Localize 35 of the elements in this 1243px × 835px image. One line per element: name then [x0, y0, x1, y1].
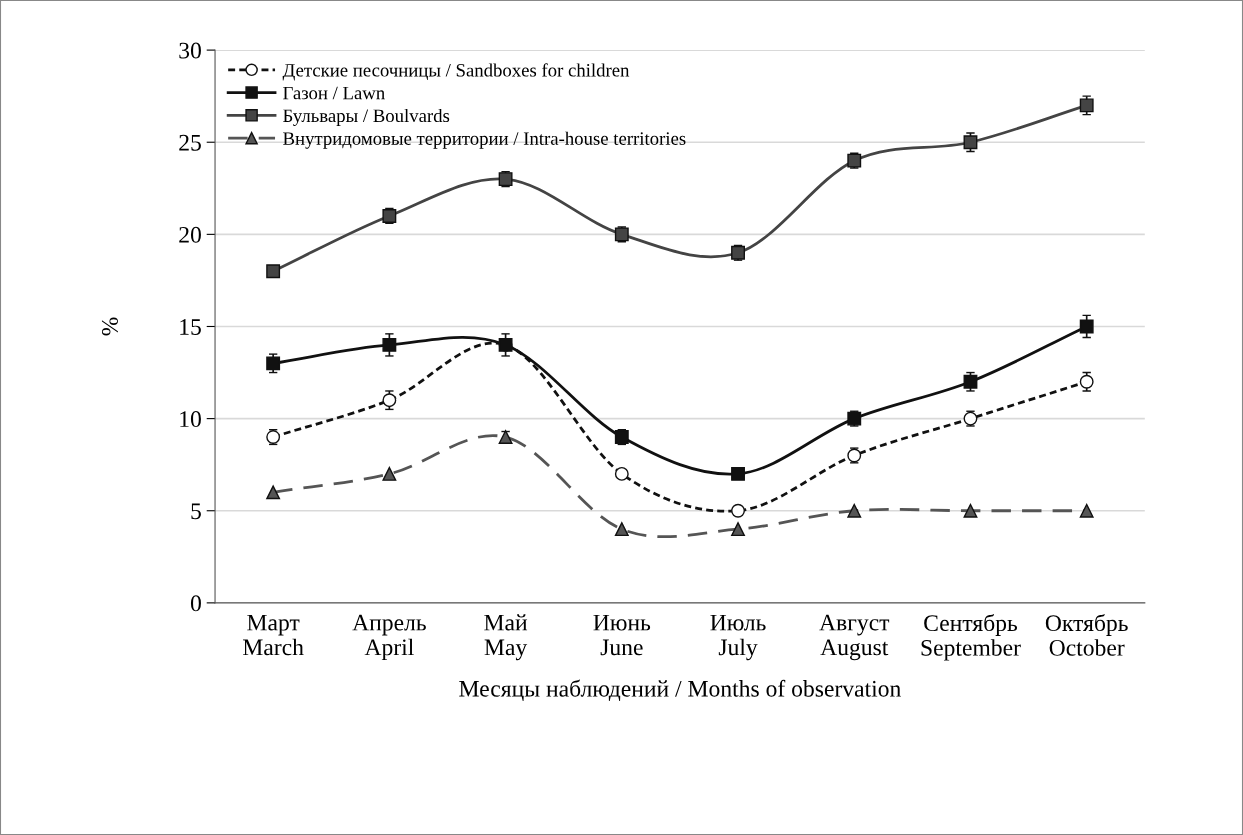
point: [614, 522, 629, 537]
point: [266, 485, 281, 500]
legend-label: Газон / Lawn: [283, 86, 385, 100]
x-tick-label: Июнь June: [593, 614, 651, 656]
legend-label: Бульвары / Boulvards: [283, 108, 450, 126]
point: [614, 466, 629, 481]
y-tick-label: 25: [179, 134, 201, 151]
x-tick-label: Апрель April: [352, 614, 426, 661]
y-tick-label: 20: [179, 226, 201, 243]
point: [498, 430, 513, 444]
point: [731, 503, 745, 518]
y-tick-label: 15: [180, 319, 201, 335]
x-tick-label: Май May: [484, 614, 528, 661]
x-tick-label: Март March: [243, 614, 304, 656]
point: [963, 503, 978, 518]
y-tick-label: 5: [191, 503, 201, 520]
x-tick-label: Октябрь October: [1045, 613, 1128, 656]
point: [731, 466, 745, 481]
y-tick-label: 10: [180, 411, 201, 428]
x-tick-label: Август August: [819, 614, 890, 661]
point: [731, 522, 745, 537]
x-tick-label: Июль July: [710, 614, 766, 661]
legend-label: Внутридомовые территории / Intra-house territories: [283, 131, 686, 149]
legend-label: Детские песочницы / Sandboxes for children: [282, 63, 630, 81]
point: [382, 337, 397, 352]
point: [847, 503, 862, 518]
y-tick-label: 30: [179, 42, 201, 59]
x-tick-label: Сентябрь September: [921, 613, 1021, 661]
y-tick-label: 0: [190, 595, 201, 612]
point: [1079, 319, 1094, 334]
point: [1079, 503, 1094, 518]
y-axis-title: %: [101, 317, 118, 336]
x-axis-title: Месяцы наблюдений / Months of observation: [459, 679, 901, 702]
point: [382, 466, 397, 481]
point: [266, 264, 281, 279]
